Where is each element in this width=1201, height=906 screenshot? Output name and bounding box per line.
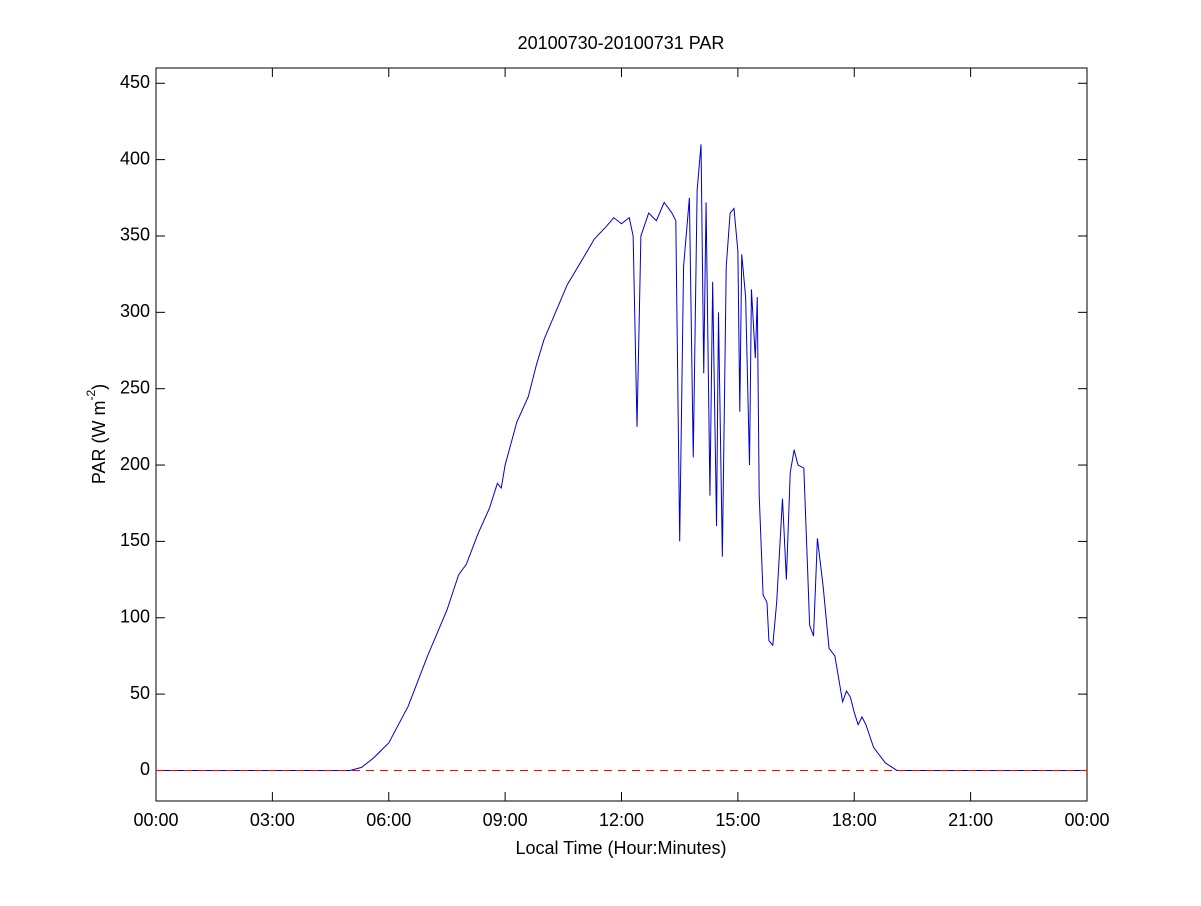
y-label-end: ) xyxy=(89,384,109,390)
x-tick-label: 00:00 xyxy=(133,810,178,830)
y-tick-label: 450 xyxy=(120,72,150,92)
x-tick-label: 21:00 xyxy=(948,810,993,830)
x-tick-label: 00:00 xyxy=(1064,810,1109,830)
x-tick-label: 15:00 xyxy=(715,810,760,830)
y-label-exponent: -2 xyxy=(84,390,98,401)
y-tick-label: 300 xyxy=(120,301,150,321)
x-tick-label: 03:00 xyxy=(250,810,295,830)
y-tick-label: 0 xyxy=(140,759,150,779)
x-tick-label: 18:00 xyxy=(832,810,877,830)
y-tick-label: 250 xyxy=(120,377,150,397)
x-tick-label: 12:00 xyxy=(599,810,644,830)
x-axis-label: Local Time (Hour:Minutes) xyxy=(515,838,726,858)
y-tick-label: 150 xyxy=(120,530,150,550)
y-tick-label: 400 xyxy=(120,148,150,168)
y-axis-label: PAR (W m-2) xyxy=(84,384,109,484)
x-tick-label: 06:00 xyxy=(366,810,411,830)
x-tick-label: 09:00 xyxy=(483,810,528,830)
y-tick-label: 50 xyxy=(130,683,150,703)
y-label-main: PAR (W m xyxy=(89,401,109,485)
y-tick-label: 350 xyxy=(120,225,150,245)
y-tick-label: 200 xyxy=(120,454,150,474)
data-line xyxy=(156,144,1087,771)
chart-title: 20100730-20100731 PAR xyxy=(518,33,725,53)
y-tick-label: 100 xyxy=(120,607,150,627)
plot-frame xyxy=(155,67,1088,802)
